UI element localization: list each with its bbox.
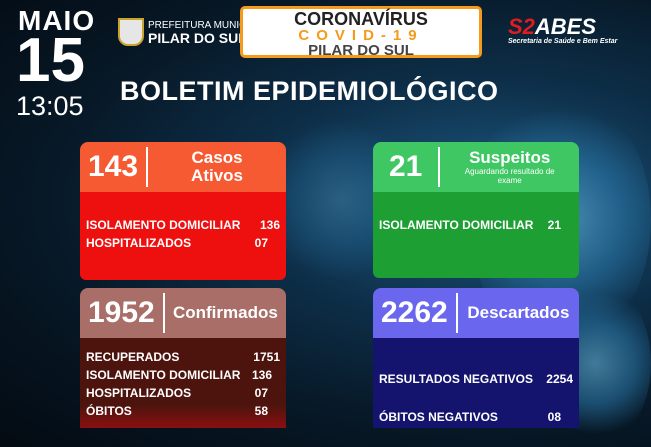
stat-value: 07 xyxy=(254,386,268,400)
date-time: 13:05 xyxy=(16,91,84,121)
stat-label: ÓBITOS NEGATIVOS xyxy=(379,410,498,424)
card-number: 2262 xyxy=(373,293,458,333)
stat-value: 58 xyxy=(254,404,268,418)
covid-line2: COVID-19 xyxy=(298,27,424,44)
card-casos-ativos: 143 Casos Ativos ISOLAMENTO DOMICILIAR 136… xyxy=(80,142,286,280)
prefeitura-line2: PILAR DO SUL xyxy=(148,29,247,46)
prefeitura-line1: PREFEITURA MUNICIPAL xyxy=(148,19,268,31)
card-sublabel: Aguardando resultado de exame xyxy=(464,167,555,185)
stat-row: RESULTADOS NEGATIVOS 2254 xyxy=(379,370,573,388)
stat-label: ISOLAMENTO DOMICILIAR xyxy=(379,218,534,232)
stat-label: ÓBITOS xyxy=(86,404,132,418)
stat-row: ISOLAMENTO DOMICILIAR 21 xyxy=(379,216,573,234)
page-title: BOLETIM EPIDEMIOLÓGICO xyxy=(120,76,499,106)
stat-row: RECUPERADOS 1751 xyxy=(86,348,280,366)
card-label: Suspeitos xyxy=(469,148,551,167)
stat-label: HOSPITALIZADOS xyxy=(86,236,192,250)
stat-label: RESULTADOS NEGATIVOS xyxy=(379,372,534,386)
stat-row: ISOLAMENTO DOMICILIAR 136 xyxy=(86,216,280,234)
card-number: 1952 xyxy=(80,293,165,333)
covid-line1: CORONAVÍRUS xyxy=(294,9,428,29)
card-number: 143 xyxy=(80,147,149,187)
covid-line3: PILAR DO SUL xyxy=(308,42,414,59)
stat-value: 21 xyxy=(547,218,561,232)
logo-prefix: S2 xyxy=(508,14,535,39)
card-label: Casos Ativos xyxy=(191,148,244,185)
stat-value: 136 xyxy=(251,368,272,382)
sabes-logo: S2ABES Secretaria de Saúde e Bem Estar xyxy=(508,14,638,46)
stat-label: ISOLAMENTO DOMICILIAR xyxy=(86,368,241,382)
stat-value: 1751 xyxy=(253,350,280,364)
stat-row: HOSPITALIZADOS 07 xyxy=(86,384,280,402)
logo-main: ABES xyxy=(534,14,597,39)
logo-sub: Secretaria de Saúde e Bem Estar xyxy=(508,38,618,45)
stat-row: ISOLAMENTO DOMICILIAR 136 xyxy=(86,366,280,384)
prefeitura-logo: PREFEITURA MUNICIPAL PILAR DO SUL xyxy=(118,18,267,46)
stat-row: ÓBITOS 58 xyxy=(86,402,280,420)
stat-label: ISOLAMENTO DOMICILIAR xyxy=(86,218,241,232)
card-label: Confirmados xyxy=(172,303,278,322)
date-day: 15 xyxy=(16,26,85,95)
stat-row: HOSPITALIZADOS 07 xyxy=(86,234,280,252)
card-suspeitos: 21 Suspeitos Aguardando resultado de exame… xyxy=(373,142,579,278)
covid-banner: CORONAVÍRUS COVID-19 PILAR DO SUL xyxy=(240,6,482,58)
stat-label: HOSPITALIZADOS xyxy=(86,386,192,400)
card-number: 21 xyxy=(373,147,441,187)
stat-label: RECUPERADOS xyxy=(86,350,180,364)
card-descartados: 2262 Descartados RESULTADOS NEGATIVOS 2254… xyxy=(373,288,579,428)
stat-value: 08 xyxy=(547,410,561,424)
crest-icon xyxy=(118,18,144,46)
stat-value: 2254 xyxy=(546,372,573,386)
stat-value: 07 xyxy=(254,236,268,250)
card-confirmados: 1952 Confirmados RECUPERADOS 1751 ISOLAMEN… xyxy=(80,288,286,428)
stat-value: 136 xyxy=(259,218,280,232)
date-month: MAIO xyxy=(18,5,96,36)
card-label: Descartados xyxy=(467,303,570,322)
stat-row: ÓBITOS NEGATIVOS 08 xyxy=(379,408,573,426)
